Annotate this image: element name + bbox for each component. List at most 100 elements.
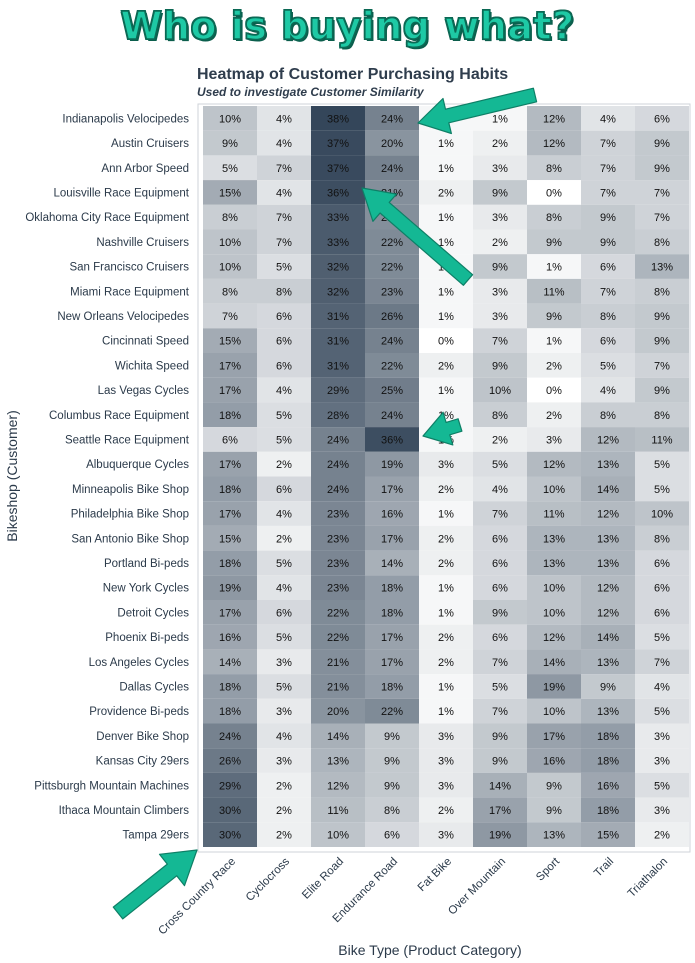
- cell-value-label: 6%: [492, 632, 508, 644]
- row-label: Minneapolis Bike Shop: [72, 484, 189, 496]
- cell-value-label: 14%: [381, 558, 403, 570]
- cell-value-label: 2%: [492, 237, 508, 249]
- heatmap-cell: [203, 649, 257, 675]
- cell-value-label: 17%: [219, 459, 241, 471]
- heatmap-cell: [257, 451, 311, 477]
- cell-value-label: 2%: [492, 434, 508, 446]
- heatmap-cell: [581, 525, 635, 551]
- heatmap-cell: [473, 204, 527, 230]
- cell-value-label: 7%: [492, 509, 508, 521]
- heatmap-cell: [527, 130, 581, 156]
- heatmap-cell: [257, 204, 311, 230]
- heatmap-cell: [527, 106, 581, 131]
- cell-value-label: 1%: [438, 286, 454, 298]
- cell-value-label: 30%: [219, 805, 241, 817]
- cell-value-label: 6%: [600, 336, 616, 348]
- cell-value-label: 2%: [276, 533, 292, 545]
- cell-value-label: 1%: [438, 509, 454, 521]
- cell-value-label: 10%: [219, 262, 241, 274]
- cell-value-label: 1%: [438, 583, 454, 595]
- heatmap-cell: [635, 427, 689, 452]
- cell-value-label: 9%: [546, 237, 562, 249]
- heatmap-cell: [203, 402, 257, 428]
- cell-value-label: 2%: [546, 410, 562, 422]
- heatmap-cell: [635, 797, 689, 823]
- cell-value-label: 10%: [543, 607, 565, 619]
- row-label: Phoenix Bi-peds: [105, 632, 189, 644]
- heatmap-cell: [203, 797, 257, 823]
- heatmap-cell: [635, 254, 689, 279]
- heatmap-cell: [365, 427, 419, 452]
- row-label: Cincinnati Speed: [102, 336, 189, 348]
- row-label: Seattle Race Equipment: [65, 434, 190, 446]
- cell-value-label: 7%: [492, 336, 508, 348]
- annotation-arrow: [361, 187, 474, 286]
- cell-value-label: 2%: [438, 805, 454, 817]
- heatmap-cell: [203, 180, 257, 205]
- row-label: Oklahoma City Race Equipment: [25, 212, 189, 224]
- cell-value-label: 10%: [543, 484, 565, 496]
- cell-value-label: 9%: [600, 212, 616, 224]
- heatmap-cell: [311, 204, 365, 230]
- cell-value-label: 5%: [654, 706, 670, 718]
- heatmap-cell: [473, 501, 527, 526]
- heatmap-cell: [635, 698, 689, 724]
- heatmap-cell: [203, 204, 257, 230]
- cell-value-label: 16%: [381, 509, 403, 521]
- row-label: New Orleans Velocipedes: [57, 311, 189, 323]
- cell-value-label: 19%: [543, 681, 565, 693]
- cell-value-label: 13%: [597, 657, 619, 669]
- row-label: Ithaca Mountain Climbers: [59, 805, 190, 817]
- cell-value-label: 7%: [654, 212, 670, 224]
- cell-value-label: 2%: [438, 657, 454, 669]
- heatmap-cell: [635, 822, 689, 847]
- heatmap-cell: [581, 674, 635, 699]
- heatmap-cell: [581, 229, 635, 255]
- cell-value-label: 9%: [492, 607, 508, 619]
- cell-value-label: 6%: [276, 484, 292, 496]
- cell-value-label: 29%: [219, 780, 241, 792]
- cell-value-label: 12%: [543, 632, 565, 644]
- heatmap-cell: [311, 575, 365, 600]
- heatmap-cell: [581, 649, 635, 675]
- cell-value-label: 6%: [276, 311, 292, 323]
- heatmap-cell: [581, 180, 635, 205]
- cell-value-label: 17%: [381, 484, 403, 496]
- heatmap-cell: [527, 772, 581, 798]
- heatmap-cell: [311, 155, 365, 181]
- row-label: San Antonio Bike Shop: [71, 533, 189, 545]
- heatmap-cell: [581, 624, 635, 650]
- heatmap-cell: [473, 278, 527, 304]
- heatmap-cell: [365, 451, 419, 477]
- heatmap-cell: [311, 723, 365, 749]
- heatmap-cell: [203, 155, 257, 181]
- heatmap-cell: [257, 377, 311, 403]
- heatmap-cell: [581, 130, 635, 156]
- cell-value-label: 23%: [327, 583, 349, 595]
- heatmap-cell: [311, 229, 365, 255]
- cell-value-label: 3%: [654, 756, 670, 768]
- cell-value-label: 17%: [219, 509, 241, 521]
- heatmap-cell: [581, 476, 635, 502]
- heatmap-cell: [635, 353, 689, 378]
- cell-value-label: 33%: [327, 237, 349, 249]
- heatmap-cell: [473, 674, 527, 699]
- column-label: Sport: [534, 855, 562, 883]
- row-label: Dallas Cycles: [119, 681, 189, 693]
- heatmap-cell: [203, 674, 257, 699]
- heatmap-cell: [257, 772, 311, 798]
- heatmap-cell: [311, 402, 365, 428]
- heatmap-cell: [257, 476, 311, 502]
- cell-value-label: 23%: [327, 558, 349, 570]
- heatmap-cell: [257, 748, 311, 773]
- cell-value-label: 5%: [600, 360, 616, 372]
- heatmap-cell: [527, 476, 581, 502]
- heatmap-cell: [581, 451, 635, 477]
- cell-value-label: 24%: [381, 163, 403, 175]
- heatmap-cell: [419, 698, 473, 724]
- cell-value-label: 4%: [276, 113, 292, 125]
- cell-value-label: 6%: [276, 360, 292, 372]
- cell-value-label: 1%: [438, 138, 454, 150]
- heatmap-cell: [203, 353, 257, 378]
- cell-value-label: 5%: [276, 558, 292, 570]
